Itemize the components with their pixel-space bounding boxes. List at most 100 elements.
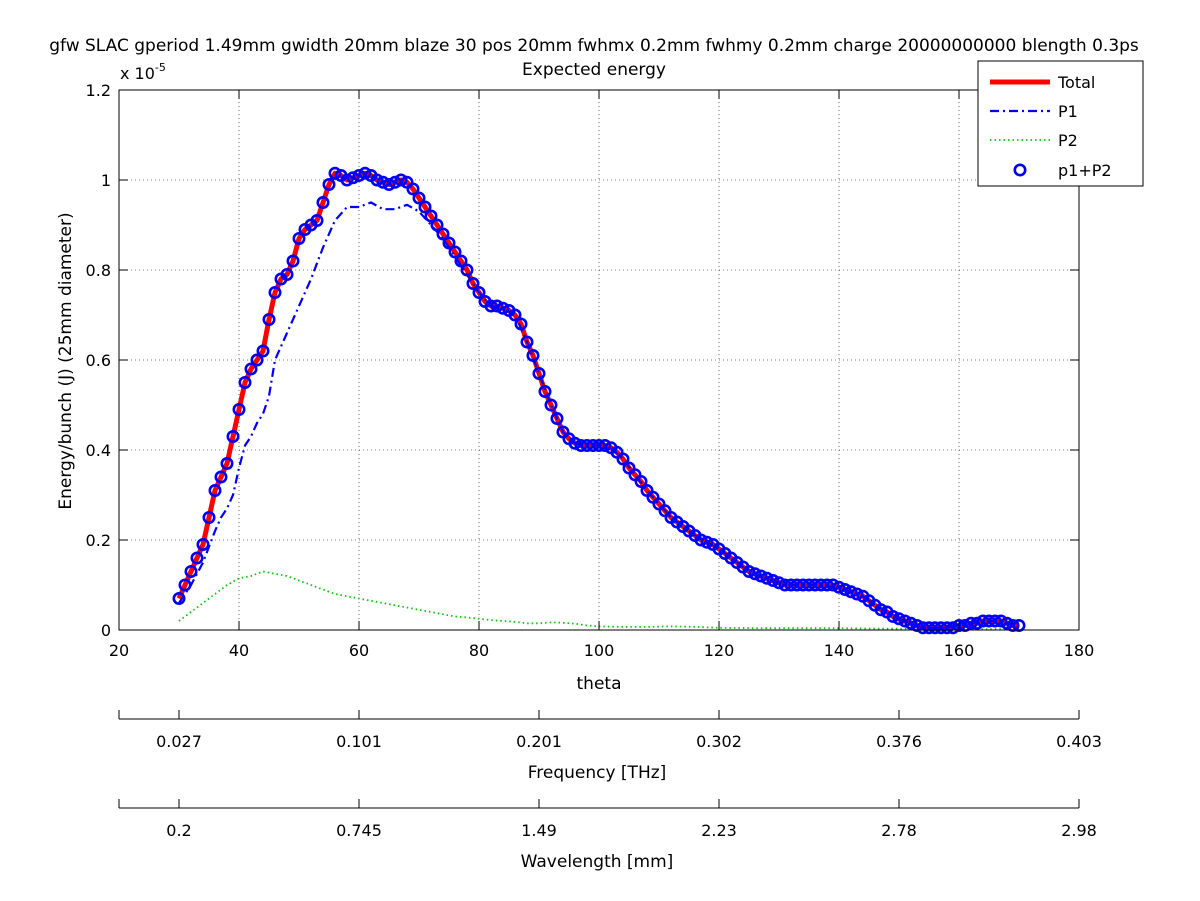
series-layer xyxy=(172,166,1026,635)
secondary-tick-label: 0.201 xyxy=(516,732,562,751)
grid-lines xyxy=(119,90,1079,630)
marker-p1-plus-p2 xyxy=(418,200,432,214)
marker-p1-plus-p2 xyxy=(550,411,564,425)
marker-p1-plus-p2 xyxy=(832,580,846,594)
marker-p1-plus-p2 xyxy=(532,366,546,380)
marker-p1-plus-p2 xyxy=(250,353,264,367)
marker-p1-plus-p2 xyxy=(484,299,498,313)
marker-p1-plus-p2 xyxy=(376,175,390,189)
marker-p1-plus-p2 xyxy=(184,564,198,578)
marker-p1-plus-p2 xyxy=(946,621,960,635)
x-tick-label: 80 xyxy=(469,641,489,660)
marker-p1-plus-p2 xyxy=(238,375,252,389)
marker-p1-plus-p2 xyxy=(910,618,924,632)
marker-p1-plus-p2 xyxy=(988,614,1002,628)
marker-p1-plus-p2 xyxy=(784,578,798,592)
marker-p1-plus-p2 xyxy=(412,191,426,205)
legend-swatch-p1-plus-p2 xyxy=(1013,163,1027,177)
marker-p1-plus-p2 xyxy=(286,254,300,268)
secondary-tick-label: 2.78 xyxy=(881,821,917,840)
secondary-tick-label: 0.2 xyxy=(166,821,191,840)
marker-p1-plus-p2 xyxy=(970,616,984,630)
marker-p1-plus-p2 xyxy=(268,285,282,299)
marker-p1-plus-p2 xyxy=(496,301,510,315)
y-exponent-base: x 10 xyxy=(120,64,155,83)
secondary-tick-label: 1.49 xyxy=(521,821,557,840)
x-tick-label: 120 xyxy=(704,641,735,660)
marker-p1-plus-p2 xyxy=(232,402,246,416)
y-tick-label: 1 xyxy=(101,171,111,190)
marker-p1-plus-p2 xyxy=(790,578,804,592)
marker-p1-plus-p2 xyxy=(754,569,768,583)
marker-p1-plus-p2 xyxy=(424,209,438,223)
marker-p1-plus-p2 xyxy=(406,182,420,196)
marker-p1-plus-p2 xyxy=(202,510,216,524)
marker-p1-plus-p2 xyxy=(382,178,396,192)
secondary-tick-label: 0.376 xyxy=(876,732,922,751)
marker-p1-plus-p2 xyxy=(310,214,324,228)
marker-p1-plus-p2 xyxy=(430,218,444,232)
marker-p1-plus-p2 xyxy=(292,232,306,246)
marker-p1-plus-p2 xyxy=(934,621,948,635)
y-tick-label: 0.4 xyxy=(86,441,111,460)
axis-ticks: 20 40 60 80 100 120 140 160 180 0 0.2 0.4 0.6 0.8 1 1.2 xyxy=(86,81,1095,660)
marker-p1-plus-p2 xyxy=(520,335,534,349)
marker-p1-plus-p2 xyxy=(358,166,372,180)
marker-p1-plus-p2 xyxy=(490,299,504,313)
marker-p1-plus-p2 xyxy=(940,621,954,635)
secondary-tick-label: 2.23 xyxy=(701,821,737,840)
marker-p1-plus-p2 xyxy=(838,582,852,596)
y-axis-label: Energy/bunch (J) (25mm diameter) xyxy=(56,212,76,509)
marker-p1-plus-p2 xyxy=(220,456,234,470)
marker-p1-plus-p2 xyxy=(922,621,936,635)
marker-p1-plus-p2 xyxy=(190,551,204,565)
x-tick-label: 40 xyxy=(229,641,249,660)
marker-p1-plus-p2 xyxy=(874,603,888,617)
marker-p1-plus-p2 xyxy=(808,578,822,592)
marker-p1-plus-p2 xyxy=(214,470,228,484)
marker-p1-plus-p2 xyxy=(316,196,330,210)
marker-p1-plus-p2 xyxy=(760,571,774,585)
legend-label: Total xyxy=(1057,73,1095,92)
x-tick-label: 140 xyxy=(824,641,855,660)
y-tick-label: 0 xyxy=(101,621,111,640)
wavelength-axis: 0.2 0.745 1.49 2.23 2.78 2.98 Wavelength [mm] xyxy=(118,799,1097,872)
marker-p1-plus-p2 xyxy=(538,384,552,398)
chart-title-line1: gfw SLAC gperiod 1.49mm gwidth 20mm blaz… xyxy=(49,36,1139,56)
secondary-tick-label: 0.302 xyxy=(696,732,742,751)
marker-p1-plus-p2 xyxy=(850,587,864,601)
marker-p1-plus-p2 xyxy=(388,175,402,189)
marker-p1-plus-p2 xyxy=(322,178,336,192)
marker-p1-plus-p2 xyxy=(802,578,816,592)
marker-p1-plus-p2 xyxy=(796,578,810,592)
marker-p1-plus-p2 xyxy=(244,362,258,376)
marker-p1-plus-p2 xyxy=(580,438,594,452)
x-axis-label: theta xyxy=(577,674,622,694)
frequency-axis: 0.027 0.101 0.201 0.302 0.376 0.403 Frequency … xyxy=(118,710,1102,783)
marker-p1-plus-p2 xyxy=(280,267,294,281)
x-tick-label: 180 xyxy=(1064,641,1095,660)
marker-p1-plus-p2 xyxy=(886,609,900,623)
series-line-total xyxy=(176,170,1019,631)
y-tick-label: 1.2 xyxy=(86,81,111,100)
marker-p1-plus-p2 xyxy=(1006,618,1020,632)
legend: Total P1 P2 p1+P2 xyxy=(977,60,1144,187)
secondary-tick-label: 0.403 xyxy=(1056,732,1102,751)
legend-label: p1+P2 xyxy=(1058,161,1112,180)
marker-p1-plus-p2 xyxy=(568,436,582,450)
marker-p1-plus-p2 xyxy=(598,438,612,452)
y-tick-label: 0.6 xyxy=(86,351,111,370)
marker-p1-plus-p2 xyxy=(256,344,270,358)
marker-p1-plus-p2 xyxy=(208,483,222,497)
marker-p1-plus-p2 xyxy=(448,245,462,259)
marker-p1-plus-p2 xyxy=(982,614,996,628)
marker-p1-plus-p2 xyxy=(958,618,972,632)
marker-p1-plus-p2 xyxy=(748,567,762,581)
series-line-p2 xyxy=(178,570,1019,630)
legend-label: P2 xyxy=(1058,131,1078,150)
legend-label: P1 xyxy=(1058,102,1078,121)
marker-p1-plus-p2 xyxy=(592,438,606,452)
marker-p1-plus-p2 xyxy=(328,166,342,180)
secondary-axis-label: Frequency [THz] xyxy=(528,763,667,783)
